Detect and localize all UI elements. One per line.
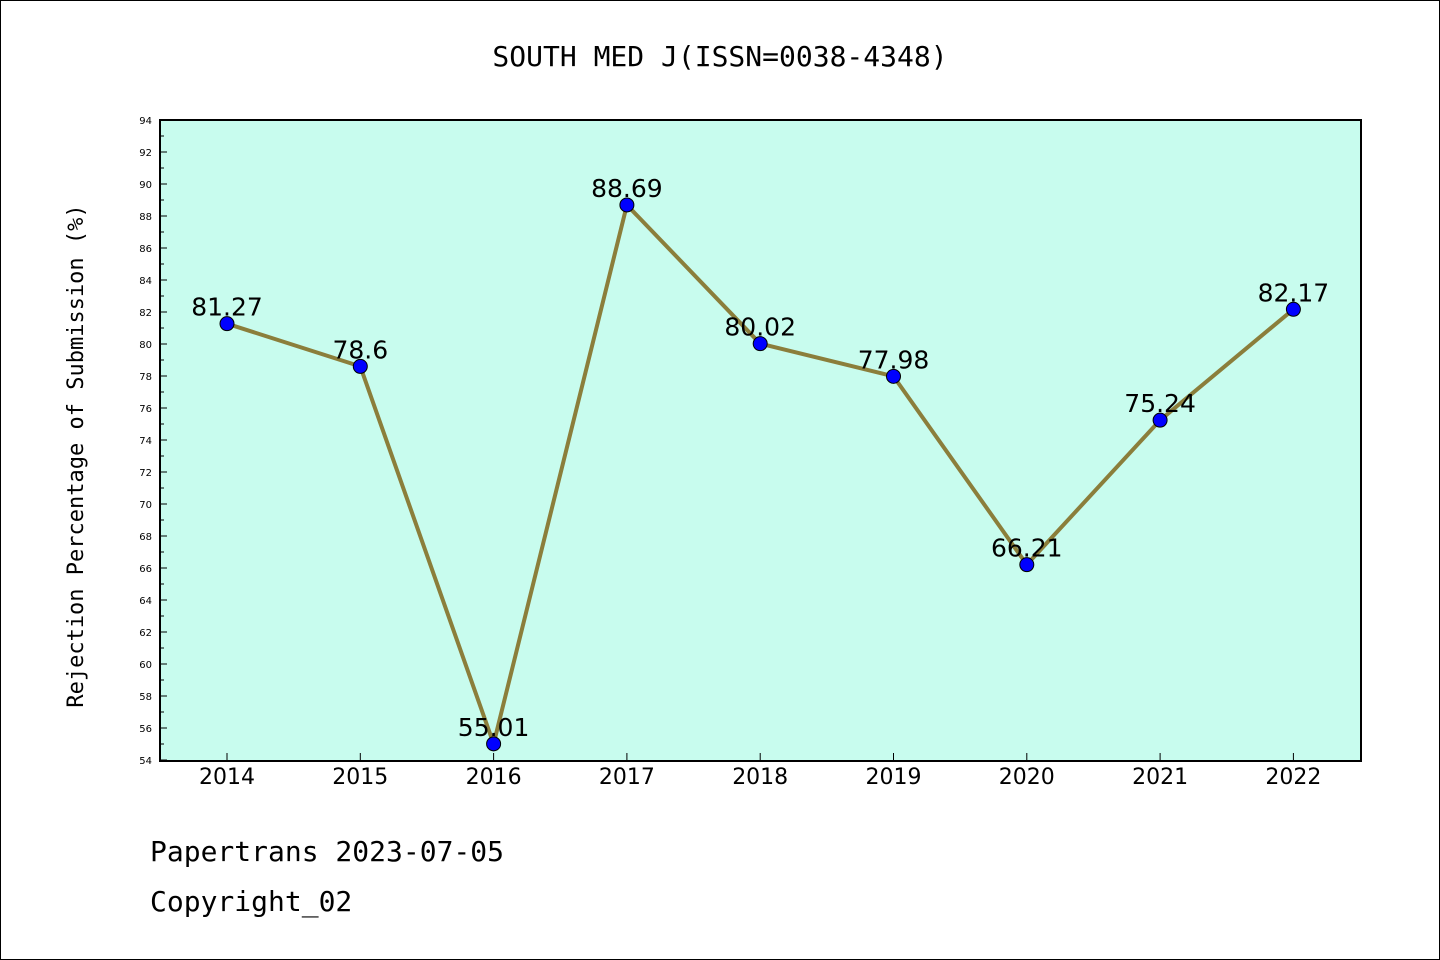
data-point [619, 197, 635, 213]
y-tick-label: 60 [139, 660, 152, 671]
y-tick-label: 80 [139, 340, 152, 351]
y-tick-label: 70 [139, 500, 152, 511]
data-point [1152, 412, 1168, 428]
y-tick-label: 94 [139, 116, 152, 127]
y-tick-label: 92 [139, 148, 152, 159]
y-tick-label: 72 [139, 468, 152, 479]
y-axis-label: Rejection Percentage of Submission (%) [64, 204, 89, 707]
x-tick-label: 2021 [1132, 765, 1188, 790]
data-markers [219, 197, 1301, 752]
x-axis: 2014 2015 2016 2017 2018 2019 2020 2021 2022 [199, 753, 1321, 790]
y-tick-label: 88 [139, 212, 152, 223]
data-label: 88.69 [591, 174, 663, 203]
y-tick-label: 66 [139, 564, 152, 575]
chart-title: SOUTH MED J(ISSN=0038-4348) [492, 40, 947, 73]
y-tick-label: 90 [139, 180, 152, 191]
data-label: 66.21 [991, 534, 1063, 563]
x-tick-label: 2017 [599, 765, 655, 790]
y-tick-label: 56 [139, 724, 152, 735]
y-tick-label: 86 [139, 244, 152, 255]
y-tick-label: 58 [139, 692, 152, 703]
y-tick-label: 54 [139, 756, 152, 767]
y-tick-label: 76 [139, 404, 152, 415]
data-label: 80.02 [724, 313, 796, 342]
x-tick-label: 2020 [999, 765, 1055, 790]
x-tick-label: 2022 [1265, 765, 1321, 790]
x-tick-label: 2019 [866, 765, 922, 790]
data-point [219, 316, 235, 332]
data-label: 55.01 [458, 713, 530, 742]
footer-date: Papertrans 2023-07-05 [150, 835, 505, 868]
footer-copyright: Copyright_02 [150, 885, 353, 918]
x-tick-label: 2014 [199, 765, 255, 790]
y-tick-label: 84 [139, 276, 152, 287]
x-tick-label: 2016 [466, 765, 522, 790]
y-tick-label: 64 [139, 596, 152, 607]
y-tick-label: 68 [139, 532, 152, 543]
x-tick-label: 2018 [732, 765, 788, 790]
data-point [1019, 557, 1035, 573]
y-tick-label: 74 [139, 436, 152, 447]
data-point [752, 336, 768, 352]
data-label: 75.24 [1124, 389, 1196, 418]
y-tick-label: 62 [139, 628, 152, 639]
y-axis: 54 56 58 60 62 64 66 68 70 72 74 76 78 80 82 84 86 88 90 92… [139, 116, 167, 767]
data-label: 81.27 [191, 293, 263, 322]
data-point [886, 368, 901, 384]
data-label: 77.98 [858, 345, 930, 374]
plot-area [159, 119, 1362, 762]
y-tick-label: 82 [139, 308, 152, 319]
data-labels: 81.27 78.6 55.01 88.69 80.02 77.98 66.21 75.24 8… [191, 174, 1329, 742]
x-tick-label: 2015 [332, 765, 388, 790]
data-point [352, 358, 368, 374]
data-label: 78.6 [332, 335, 388, 364]
data-label: 82.17 [1258, 278, 1330, 307]
y-tick-label: 78 [139, 372, 152, 383]
data-point [1285, 301, 1301, 317]
data-point [486, 736, 502, 752]
